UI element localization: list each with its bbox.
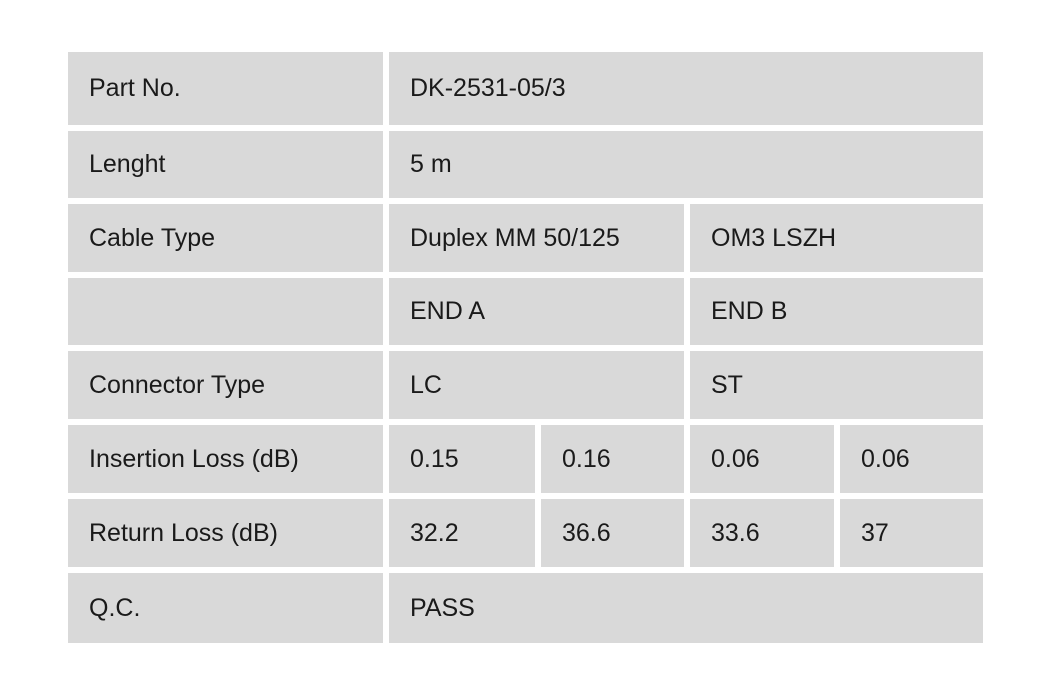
qc-label: Q.C.: [68, 573, 383, 643]
qc-result-value: PASS: [389, 573, 983, 643]
part-no-value: DK-2531-05/3: [389, 52, 983, 125]
connector-type-end-b: ST: [690, 351, 983, 419]
insertion-loss-b2: 0.06: [840, 425, 983, 493]
spec-table: Part No. DK-2531-05/3 Lenght 5 m Cable T…: [68, 52, 983, 643]
insertion-loss-a1: 0.15: [389, 425, 535, 493]
length-label: Lenght: [68, 131, 383, 198]
return-loss-label: Return Loss (dB): [68, 499, 383, 567]
insertion-loss-label: Insertion Loss (dB): [68, 425, 383, 493]
insertion-loss-a2: 0.16: [541, 425, 684, 493]
return-loss-b1: 33.6: [690, 499, 834, 567]
return-loss-a2: 36.6: [541, 499, 684, 567]
end-header-empty-cell: [68, 278, 383, 345]
cable-type-value-b: OM3 LSZH: [690, 204, 983, 272]
part-no-label: Part No.: [68, 52, 383, 125]
length-value: 5 m: [389, 131, 983, 198]
cable-type-value-a: Duplex MM 50/125: [389, 204, 684, 272]
connector-type-label: Connector Type: [68, 351, 383, 419]
end-a-header: END A: [389, 278, 684, 345]
connector-type-end-a: LC: [389, 351, 684, 419]
return-loss-b2: 37: [840, 499, 983, 567]
cable-type-label: Cable Type: [68, 204, 383, 272]
end-b-header: END B: [690, 278, 983, 345]
return-loss-a1: 32.2: [389, 499, 535, 567]
insertion-loss-b1: 0.06: [690, 425, 834, 493]
